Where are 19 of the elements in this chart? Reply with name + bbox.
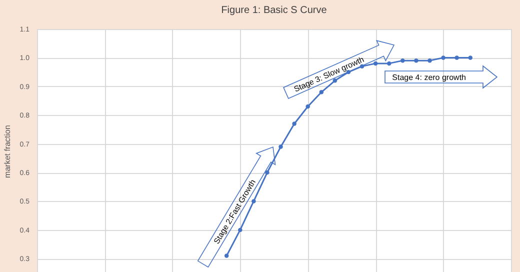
point (332, 78, 338, 83)
point (400, 58, 405, 63)
point (238, 228, 242, 232)
y-axis-title: market fraction (2, 125, 12, 178)
point (386, 61, 392, 66)
chart-title: Figure 1: Basic S Curve (221, 5, 328, 16)
point (468, 56, 472, 60)
point (278, 144, 283, 149)
point (306, 104, 310, 109)
point (265, 170, 270, 175)
point (292, 122, 296, 126)
annotation: Stage 4: zero growth (392, 73, 466, 82)
point (319, 90, 324, 94)
point (428, 58, 432, 63)
point (441, 56, 446, 60)
point (454, 56, 459, 60)
point (373, 61, 378, 66)
point (414, 58, 418, 63)
point (224, 254, 229, 258)
